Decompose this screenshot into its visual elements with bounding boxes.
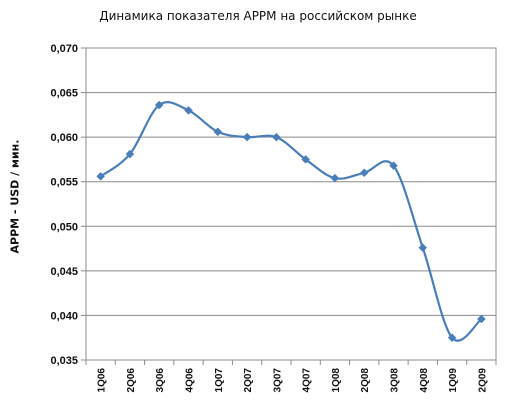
data-point <box>477 314 486 324</box>
x-tick-label: 2Q09 <box>477 368 488 393</box>
data-point <box>359 168 369 178</box>
y-tick-label: 0,045 <box>50 266 78 278</box>
x-tick-label: 3Q06 <box>155 368 166 393</box>
x-tick-label: 2Q08 <box>360 368 371 393</box>
data-point <box>301 155 310 164</box>
data-point <box>125 149 135 159</box>
x-tick-label: 1Q08 <box>331 368 342 393</box>
x-tick-label: 1Q07 <box>214 368 225 393</box>
x-tick-label: 2Q07 <box>243 368 254 393</box>
data-point <box>242 132 252 142</box>
series-line <box>99 101 483 342</box>
data-point <box>447 333 457 343</box>
data-point <box>389 161 398 171</box>
y-tick-label: 0,040 <box>50 310 78 322</box>
data-point <box>330 173 340 183</box>
x-tick-label: 3Q07 <box>272 368 283 393</box>
y-tick-label: 0,065 <box>50 88 78 100</box>
data-point <box>96 172 105 181</box>
data-point <box>154 100 164 110</box>
x-tick-label: 2Q06 <box>126 368 137 393</box>
x-tick-label: 3Q08 <box>390 368 401 393</box>
data-point <box>213 127 223 137</box>
data-point <box>418 243 428 253</box>
x-tick-label: 4Q07 <box>302 368 313 393</box>
x-tick-label: 1Q09 <box>448 368 459 393</box>
data-point <box>184 106 193 115</box>
plot-area <box>85 47 497 361</box>
y-tick-label: 0,060 <box>50 132 78 144</box>
y-tick-label: 0,035 <box>50 355 78 367</box>
data-point <box>272 132 281 142</box>
x-tick-label: 4Q06 <box>185 368 196 393</box>
chart-title: Динамика показателя АРРМ на российском р… <box>99 9 417 23</box>
y-tick-label: 0,055 <box>50 177 78 189</box>
x-tick-label: 1Q06 <box>97 368 108 393</box>
y-tick-label: 0,070 <box>50 43 78 55</box>
x-tick-label: 4Q08 <box>419 368 430 393</box>
y-tick-label: 0,050 <box>50 221 78 233</box>
